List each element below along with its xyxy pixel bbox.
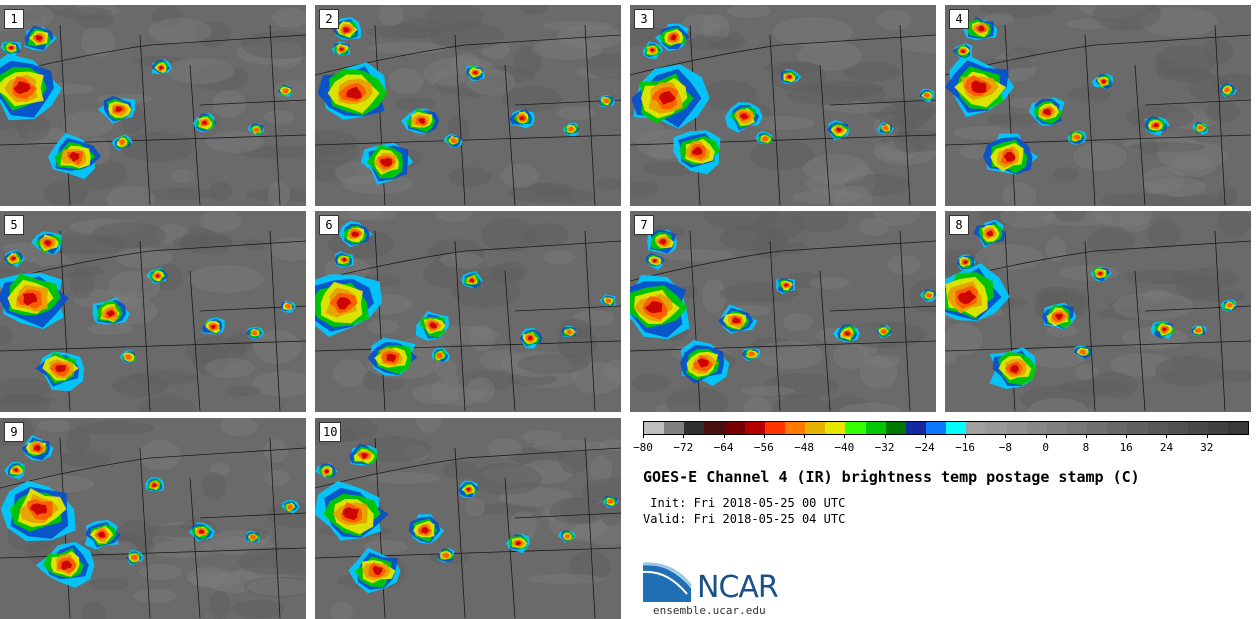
colorbar-tick-label: 0 xyxy=(1042,441,1049,454)
colorbar-swatch xyxy=(1026,422,1047,434)
map-panel-10: 10 xyxy=(315,418,621,619)
colorbar-ticks: −80 −72 −64 −56 −48 −40 −32 −24 −16 −8 0 8 16 24 32 xyxy=(633,434,1247,458)
colorbar-swatch xyxy=(1087,422,1108,434)
map-panel-8: 8 xyxy=(945,211,1251,412)
colorbar-swatch xyxy=(825,422,846,434)
colorbar-swatch xyxy=(885,422,906,434)
colorbar-swatch xyxy=(744,422,765,434)
colorbar-swatch xyxy=(1187,422,1208,434)
colorbar xyxy=(643,421,1249,435)
colorbar-tick-label: −48 xyxy=(794,441,814,454)
colorbar-tick-label: 16 xyxy=(1119,441,1133,454)
ncar-logo-icon xyxy=(643,562,693,602)
panel-label: 5 xyxy=(4,215,24,235)
colorbar-tick xyxy=(844,434,846,438)
colorbar-tick-label: −80 xyxy=(633,441,653,454)
ncar-logo-text: NCAR xyxy=(697,570,779,605)
colorbar-swatch xyxy=(1107,422,1128,434)
colorbar-swatch xyxy=(724,422,745,434)
colorbar-tick xyxy=(1206,434,1208,438)
colorbar-tick xyxy=(763,434,765,438)
colorbar-tick-label: −40 xyxy=(834,441,855,454)
panel-label: 6 xyxy=(319,215,339,235)
figure-title: GOES-E Channel 4 (IR) brightness temp po… xyxy=(643,468,1140,486)
panel-label: 3 xyxy=(634,9,654,29)
map-panel-7: 7 xyxy=(630,211,936,412)
colorbar-swatch xyxy=(946,422,967,434)
colorbar-swatch xyxy=(764,422,785,434)
colorbar-swatch xyxy=(704,422,725,434)
colorbar-swatch xyxy=(845,422,866,434)
colorbar-tick-label: 8 xyxy=(1082,441,1090,454)
colorbar-swatch xyxy=(1046,422,1067,434)
map-panel-3: 3 xyxy=(630,5,936,206)
colorbar-swatch xyxy=(986,422,1007,434)
colorbar-swatch xyxy=(1228,422,1249,434)
map-panel-4: 4 xyxy=(945,5,1251,206)
colorbar-tick-label: −16 xyxy=(955,441,976,454)
colorbar-tick xyxy=(1005,434,1007,438)
colorbar-tick-label: −32 xyxy=(874,441,895,454)
colorbar-tick xyxy=(1045,434,1047,438)
colorbar-tick xyxy=(965,434,967,438)
colorbar-swatch xyxy=(1066,422,1088,434)
colorbar-tick-label: 24 xyxy=(1159,441,1174,454)
colorbar-swatch xyxy=(684,422,705,434)
panel-label: 9 xyxy=(4,422,24,442)
colorbar-swatch xyxy=(1207,422,1229,434)
valid-time: Valid: Fri 2018-05-25 04 UTC xyxy=(643,512,846,526)
init-time: Init: Fri 2018-05-25 00 UTC xyxy=(643,496,846,510)
colorbar-tick xyxy=(804,434,806,438)
panel-label: 7 xyxy=(634,215,654,235)
map-panel-9: 9 xyxy=(0,418,306,619)
colorbar-swatch xyxy=(784,422,806,434)
colorbar-swatch xyxy=(644,422,665,434)
panel-label: 4 xyxy=(949,9,969,29)
panel-label: 10 xyxy=(319,422,342,442)
colorbar-swatch xyxy=(805,422,826,434)
map-panel-2: 2 xyxy=(315,5,621,206)
colorbar-tick xyxy=(1166,434,1168,438)
colorbar-swatch xyxy=(865,422,886,434)
colorbar-swatch xyxy=(1006,422,1027,434)
colorbar-tick-label: −64 xyxy=(713,441,734,454)
panel-label: 1 xyxy=(4,9,24,29)
panel-label: 8 xyxy=(949,215,969,235)
colorbar-tick-label: −24 xyxy=(914,441,935,454)
colorbar-tick-label: −72 xyxy=(673,441,694,454)
colorbar-tick xyxy=(924,434,926,438)
colorbar-swatch xyxy=(925,422,947,434)
colorbar-tick xyxy=(643,434,644,438)
panel-label: 2 xyxy=(319,9,339,29)
map-panel-5: 5 xyxy=(0,211,306,412)
colorbar-tick xyxy=(1085,434,1087,438)
map-panel-1: 1 xyxy=(0,5,306,206)
colorbar-tick xyxy=(683,434,685,438)
colorbar-swatch xyxy=(966,422,987,434)
colorbar-swatch xyxy=(905,422,926,434)
colorbar-tick xyxy=(884,434,886,438)
colorbar-tick-label: −56 xyxy=(753,441,774,454)
site-url: ensemble.ucar.edu xyxy=(653,604,766,617)
colorbar-tick xyxy=(723,434,725,438)
colorbar-tick-label: 32 xyxy=(1200,441,1214,454)
colorbar-tick xyxy=(1126,434,1128,438)
colorbar-swatch xyxy=(1127,422,1148,434)
map-panel-6: 6 xyxy=(315,211,621,412)
colorbar-tick-label: −8 xyxy=(998,441,1013,454)
colorbar-swatch xyxy=(1167,422,1188,434)
colorbar-swatch xyxy=(664,422,685,434)
colorbar-swatch xyxy=(1147,422,1168,434)
